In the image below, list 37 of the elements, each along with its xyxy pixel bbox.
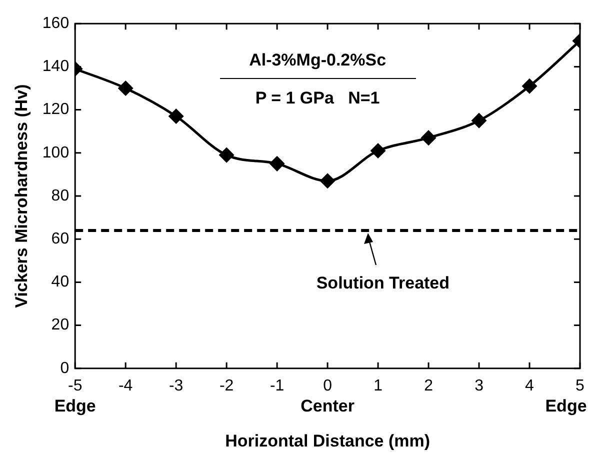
x-tick-label: 0 [323,377,332,394]
y-axis-title: Vickers Microhardness (Hv) [12,84,31,308]
text: Edge [545,396,587,416]
y-tick-label: 40 [51,274,70,291]
point [370,143,386,158]
text: P = 1 GPa N=1 [255,88,380,108]
x-tick-label: 2 [424,377,434,394]
point [421,130,436,146]
point [270,156,284,171]
x-tick-label: 1 [374,377,383,394]
point [472,113,486,128]
y-tick-label: 120 [42,101,70,118]
x-tick-label: -1 [270,377,284,394]
x-tick-label: 5 [576,377,585,394]
y-tick-label: 100 [42,144,70,162]
x-axis-title: Horizontal Distance (mm) [225,431,430,450]
x-tick-label: -3 [168,377,184,394]
y-tick-label: 0 [60,360,70,377]
point [168,109,184,124]
x-tick-label: 4 [525,377,534,394]
x-tick-label: -5 [68,377,82,394]
legend-label: Solution Treated [316,274,450,293]
text: Center [300,396,355,416]
y-tick-label: 160 [42,15,70,32]
x-tick-label: -2 [219,377,234,394]
point [522,78,537,94]
x-tick-label: 3 [474,377,484,394]
y-tick-label: 60 [51,230,70,248]
text: Al-3%Mg-0.2%Sc [249,50,386,70]
text: Edge [54,396,96,416]
x-tick-label: -4 [118,377,133,394]
point [219,148,234,162]
point [118,81,133,96]
y-tick-label: 20 [51,316,70,334]
y-tick-label: 80 [51,187,70,204]
point [320,174,335,188]
y-tick-label: 140 [42,58,70,76]
